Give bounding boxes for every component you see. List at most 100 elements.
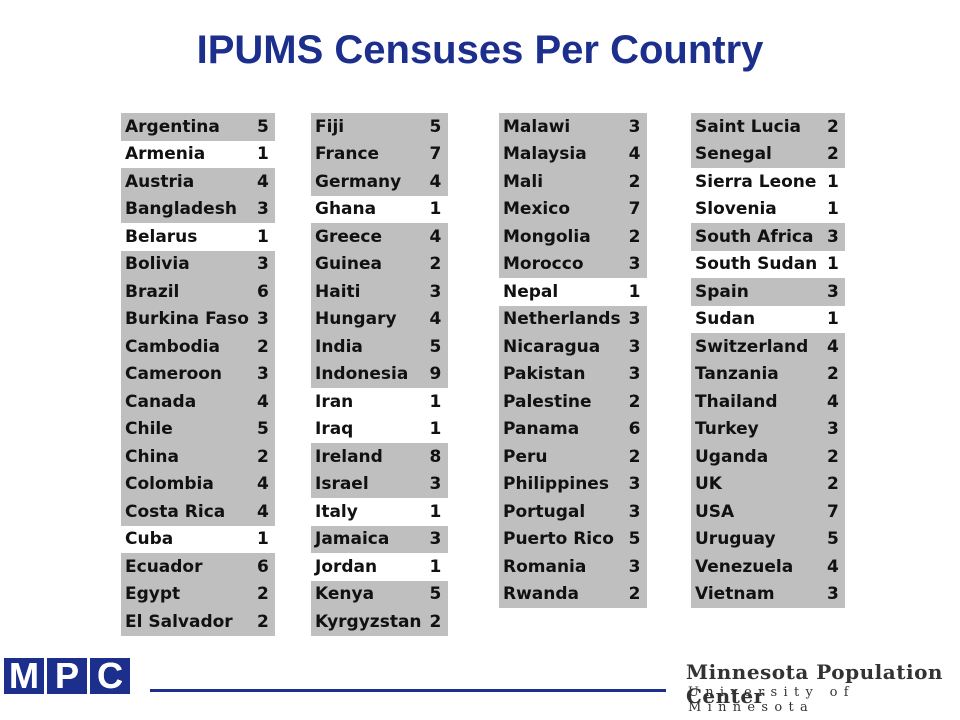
country-name: Hungary [311, 305, 426, 333]
census-count: 1 [252, 223, 275, 251]
country-column-2: Fiji 5 France 7 Germany 4 Ghana 1 Greece 4 Guinea 2… [311, 113, 448, 636]
census-count: 4 [425, 223, 448, 251]
country-name: Panama [499, 415, 625, 443]
country-name: Colombia [121, 470, 253, 498]
country-name: Canada [121, 388, 253, 416]
census-count: 6 [624, 415, 647, 443]
table-row: Cuba 1 [121, 525, 275, 553]
country-name: Ireland [311, 443, 426, 471]
country-name: Sudan [691, 305, 823, 333]
country-name: Puerto Rico [499, 525, 625, 553]
table-row: Philippines 3 [499, 470, 647, 498]
table-row: Uganda 2 [691, 443, 845, 471]
country-name: Indonesia [311, 360, 426, 388]
census-count: 4 [252, 168, 275, 196]
census-count: 4 [425, 305, 448, 333]
table-row: Portugal 3 [499, 498, 647, 526]
table-row: Fiji 5 [311, 113, 448, 141]
census-count: 3 [823, 580, 845, 608]
table-row: Mali 2 [499, 168, 647, 196]
census-count: 1 [252, 525, 275, 553]
table-row: Switzerland 4 [691, 333, 845, 361]
census-count: 1 [425, 195, 448, 223]
census-count: 3 [624, 250, 647, 278]
country-name: Chile [121, 415, 253, 443]
table-row: Thailand 4 [691, 388, 845, 416]
table-row: South Africa 3 [691, 223, 845, 251]
table-row: Mongolia 2 [499, 223, 647, 251]
country-name: Palestine [499, 388, 625, 416]
census-count: 2 [624, 443, 647, 471]
country-name: Cameroon [121, 360, 253, 388]
table-row: Costa Rica 4 [121, 498, 275, 526]
table-row: Pakistan 3 [499, 360, 647, 388]
table-row: China 2 [121, 443, 275, 471]
country-name: UK [691, 470, 823, 498]
country-name: Armenia [121, 140, 253, 168]
country-name: Cambodia [121, 333, 253, 361]
table-row: Kyrgyzstan 2 [311, 608, 448, 636]
census-count: 1 [823, 250, 845, 278]
table-row: Malawi 3 [499, 113, 647, 141]
country-name: Guinea [311, 250, 426, 278]
table-row: Belarus 1 [121, 223, 275, 251]
table-row: Ghana 1 [311, 195, 448, 223]
country-name: Ghana [311, 195, 426, 223]
census-count: 3 [425, 525, 448, 553]
census-count: 9 [425, 360, 448, 388]
table-row: Guinea 2 [311, 250, 448, 278]
country-name: Slovenia [691, 195, 823, 223]
country-name: Austria [121, 168, 253, 196]
table-row: Venezuela 4 [691, 553, 845, 581]
census-count: 3 [823, 415, 845, 443]
country-name: El Salvador [121, 608, 253, 636]
table-row: Burkina Faso 3 [121, 305, 275, 333]
country-name: Argentina [121, 113, 253, 141]
country-name: Turkey [691, 415, 823, 443]
census-count: 1 [425, 388, 448, 416]
table-row: Bangladesh 3 [121, 195, 275, 223]
logo-letter-m: M [4, 655, 44, 696]
census-count: 4 [624, 140, 647, 168]
census-count: 1 [425, 498, 448, 526]
country-name: Costa Rica [121, 498, 253, 526]
census-count: 3 [252, 305, 275, 333]
page-title: IPUMS Censuses Per Country [196, 28, 764, 72]
country-name: Malaysia [499, 140, 625, 168]
census-count: 3 [823, 278, 845, 306]
table-row: Nicaragua 3 [499, 333, 647, 361]
country-name: Nicaragua [499, 333, 625, 361]
table-row: Ecuador 6 [121, 553, 275, 581]
census-count: 3 [823, 223, 845, 251]
census-count: 4 [252, 498, 275, 526]
country-name: Egypt [121, 580, 253, 608]
census-count: 6 [252, 553, 275, 581]
census-count: 5 [252, 113, 275, 141]
census-count: 5 [624, 525, 647, 553]
table-row: Kenya 5 [311, 580, 448, 608]
census-count: 5 [425, 580, 448, 608]
census-count: 2 [252, 608, 275, 636]
census-count: 2 [823, 140, 845, 168]
census-count: 5 [823, 525, 845, 553]
country-name: Cuba [121, 525, 253, 553]
table-row: Mexico 7 [499, 195, 647, 223]
census-count: 1 [252, 140, 275, 168]
country-column-4: Saint Lucia 2 Senegal 2 Sierra Leone 1 Sloveni… [691, 113, 845, 608]
table-row: Vietnam 3 [691, 580, 845, 608]
table-row: Peru 2 [499, 443, 647, 471]
census-count: 3 [252, 195, 275, 223]
country-name: Haiti [311, 278, 426, 306]
census-count: 3 [624, 305, 647, 333]
country-name: Fiji [311, 113, 426, 141]
country-name: Spain [691, 278, 823, 306]
census-count: 2 [823, 443, 845, 471]
census-count: 3 [425, 278, 448, 306]
table-row: South Sudan 1 [691, 250, 845, 278]
org-name: Minnesota Population Center [686, 660, 943, 708]
table-row: Egypt 2 [121, 580, 275, 608]
table-row: Argentina 5 [121, 113, 275, 141]
table-row: Jamaica 3 [311, 525, 448, 553]
country-name: Tanzania [691, 360, 823, 388]
table-row: Slovenia 1 [691, 195, 845, 223]
